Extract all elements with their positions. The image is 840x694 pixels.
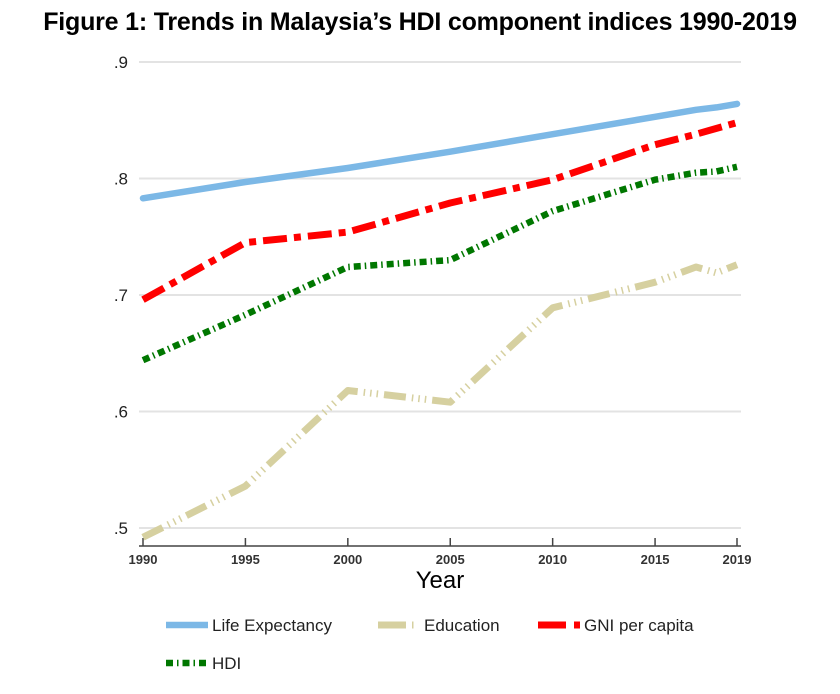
- series-lines: [139, 100, 741, 541]
- series-line-hdi: [141, 163, 738, 364]
- y-tick-label: .5: [114, 519, 128, 538]
- x-tick-label: 2010: [538, 552, 567, 567]
- legend-label: Education: [424, 616, 500, 635]
- legend-label: HDI: [212, 654, 241, 673]
- x-tick-label: 2015: [641, 552, 670, 567]
- gridlines: [139, 61, 741, 529]
- x-tick-label: 2005: [436, 552, 465, 567]
- y-tick-label: .6: [114, 403, 128, 422]
- y-tick-label: .7: [114, 286, 128, 305]
- y-tick-label: .8: [114, 170, 128, 189]
- series-line-gni-per-capita: [141, 119, 738, 303]
- y-tick-label: .9: [114, 53, 128, 72]
- legend-item: Education: [378, 616, 500, 635]
- x-tick-label: 2019: [723, 552, 752, 567]
- x-tick-label: 1990: [129, 552, 158, 567]
- chart-title: Figure 1: Trends in Malaysia’s HDI compo…: [43, 8, 797, 36]
- x-tick-label: 1995: [231, 552, 260, 567]
- legend-label: GNI per capita: [584, 616, 694, 635]
- x-axis: 1990 1995 2000 2005 2010 2015 2019: [129, 538, 752, 567]
- series-line-life-expectancy: [139, 100, 741, 202]
- legend-item: HDI: [166, 654, 241, 673]
- y-axis: .5 .6 .7 .8 .9: [114, 53, 128, 538]
- legend: Life Expectancy Education GNI per capita HD…: [166, 616, 694, 673]
- legend-item: Life Expectancy: [166, 616, 333, 635]
- x-axis-title: Year: [416, 567, 465, 594]
- legend-label: Life Expectancy: [212, 616, 333, 635]
- x-tick-label: 2000: [333, 552, 362, 567]
- legend-item: GNI per capita: [538, 616, 694, 635]
- series-line-education: [141, 261, 739, 541]
